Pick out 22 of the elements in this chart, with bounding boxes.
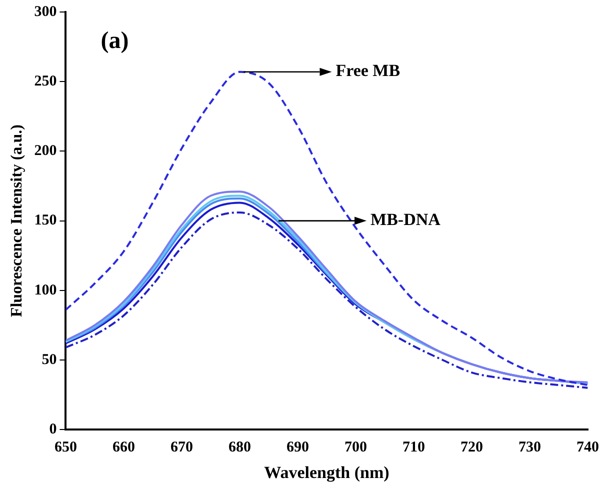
x-tick-label: 700 — [344, 439, 367, 456]
x-tick-label: 670 — [170, 439, 193, 456]
x-tick-label: 710 — [402, 439, 425, 456]
annotation: (a) — [100, 28, 129, 54]
x-tick-label: 660 — [112, 439, 135, 456]
annotation: MB-DNA — [370, 210, 442, 230]
x-tick-label: 740 — [576, 439, 599, 456]
annotation: Free MB — [336, 61, 400, 80]
y-tick-label: 100 — [34, 282, 57, 298]
y-axis-title: Fluorescence Intensity (a.u.) — [8, 124, 26, 318]
y-tick-label: 150 — [34, 212, 57, 229]
x-tick-label: 730 — [518, 439, 541, 456]
y-tick-label: 50 — [42, 352, 57, 368]
x-tick-label: 680 — [228, 439, 251, 456]
y-tick-label: 300 — [34, 4, 57, 20]
y-tick-label: 0 — [49, 421, 57, 438]
y-tick-label: 250 — [34, 73, 57, 90]
y-tick-label: 200 — [34, 143, 57, 160]
x-tick-label: 720 — [460, 439, 483, 456]
x-axis-title: Wavelength (nm) — [264, 463, 390, 482]
x-tick-label: 650 — [54, 439, 77, 456]
x-tick-label: 690 — [286, 439, 309, 456]
